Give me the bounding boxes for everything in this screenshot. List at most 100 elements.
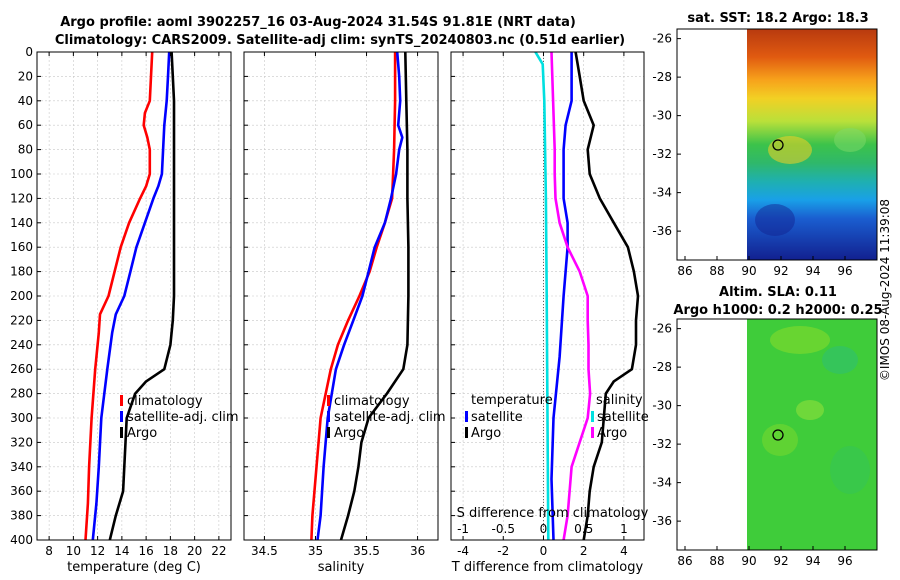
- difference-legend-label: satellite: [597, 410, 649, 425]
- sla_map-ytick-label: -28: [652, 360, 672, 374]
- sla_map-xtick-label: 88: [709, 554, 724, 568]
- difference-line-salinity-satellite: [534, 52, 550, 540]
- main-title-line1: Argo profile: aoml 3902257_16 03-Aug-202…: [60, 15, 576, 30]
- salinity-panel: 34.5 35 35.5 36 salinity climatologysatellite…: [243, 51, 446, 575]
- difference-line-temperature-satellite: [550, 52, 573, 540]
- sst_map-ytick-label: -36: [652, 224, 672, 238]
- temperature-xtick-label: 16: [138, 544, 153, 558]
- depth-tick-label: 80: [18, 143, 33, 157]
- difference-panel: -4 -2 0 2 4 T difference from climatology S di…: [450, 51, 649, 575]
- sst_map-xtick-label: 92: [773, 264, 788, 278]
- sla_map-xtick-label: 94: [805, 554, 820, 568]
- sst-map-panel: 86 88 90 92 94 96 -26 -28 -30 -32 -34 -36: [652, 28, 878, 278]
- depth-tick-label: 340: [10, 460, 33, 474]
- difference-xtick-label: -2: [497, 544, 509, 558]
- sla-argo-marker: [772, 429, 784, 441]
- sst-warm-eddy: [768, 136, 812, 164]
- temperature-panel: 8 10 12 14 16 18 20 22 temperature (deg C) 0 20 40 6…: [10, 45, 239, 575]
- salinity-xtick-label: 36: [410, 544, 425, 558]
- sst-argo-marker: [772, 139, 784, 151]
- sst-cold-eddy: [755, 204, 795, 236]
- depth-tick-label: 180: [10, 265, 33, 279]
- sst-map-title: sat. SST: 18.2 Argo: 18.3: [687, 11, 868, 26]
- depth-tick-label: 120: [10, 191, 33, 205]
- depth-tick-label: 360: [10, 484, 33, 498]
- sst-green-blob: [834, 128, 866, 152]
- sst_map-ytick-label: -32: [652, 147, 672, 161]
- temperature-legend-label: Argo: [127, 426, 157, 441]
- difference-top-tick-label: 0: [540, 522, 548, 536]
- depth-tick-label: 300: [10, 411, 33, 425]
- difference-line-temperature-argo: [574, 52, 640, 540]
- sst_map-xtick-label: 88: [709, 264, 724, 278]
- sla-map-title-line2: Argo h1000: 0.2 h2000: 0.25: [673, 303, 882, 318]
- depth-tick-label: 240: [10, 338, 33, 352]
- temperature-xtick-label: 22: [211, 544, 226, 558]
- difference-top-tick-label: 0.5: [574, 522, 593, 536]
- temperature-legend-swatch: [120, 395, 123, 406]
- temperature-legend-swatch: [120, 411, 123, 422]
- sla-blob-4: [830, 446, 870, 494]
- depth-tick-label: 40: [18, 94, 33, 108]
- temperature-line-satellite-adj-clim: [91, 52, 171, 540]
- temperature-grid: [37, 51, 231, 541]
- temperature-line-climatology: [84, 52, 154, 540]
- sla_map-ytick-label: -32: [652, 437, 672, 451]
- difference-line-salinity-argo: [550, 52, 592, 540]
- salinity-legend-swatch: [327, 411, 330, 422]
- salinity-legend-label: satellite-adj. clim: [334, 410, 446, 425]
- difference-legend-swatch: [465, 427, 468, 438]
- sla_map-xtick-label: 96: [837, 554, 852, 568]
- sla_map-xtick-label: 86: [677, 554, 692, 568]
- difference-xtick-label: 0: [540, 544, 548, 558]
- sla_map-ytick-label: -30: [652, 399, 672, 413]
- sst_map-xtick-label: 94: [805, 264, 820, 278]
- temperature-line-argo: [108, 52, 176, 540]
- temperature-xtick-label: 20: [187, 544, 202, 558]
- difference-xtick-label: 4: [620, 544, 628, 558]
- temperature-xtick-label: 18: [163, 544, 178, 558]
- salinity-xlabel: salinity: [318, 560, 365, 575]
- imos-credit-text: ©IMOS 08-Aug-2024 11:39:08: [878, 198, 892, 382]
- temperature-legend-label: climatology: [127, 394, 203, 409]
- salinity-legend-swatch: [327, 395, 330, 406]
- salinity-legend-swatch: [327, 427, 330, 438]
- difference-xtick-label: -4: [457, 544, 469, 558]
- difference-top-tick-label: -1: [457, 522, 469, 536]
- salinity-legend-label: Argo: [334, 426, 364, 441]
- sla_map-xtick-label: 90: [741, 554, 756, 568]
- depth-tick-label: 220: [10, 313, 33, 327]
- depth-tick-label: 200: [10, 289, 33, 303]
- sla_map-ytick-label: -34: [652, 476, 672, 490]
- difference-series: [534, 52, 640, 540]
- sla-map-title-line1: Altim. SLA: 0.11: [719, 285, 837, 300]
- difference-legend-swatch: [591, 427, 594, 438]
- depth-tick-label: 160: [10, 240, 33, 254]
- difference-legend-label: Argo: [471, 426, 501, 441]
- sst_map-xtick-label: 86: [677, 264, 692, 278]
- sst_map-ytick-label: -26: [652, 32, 672, 46]
- sla-blob-2: [822, 346, 858, 374]
- sla_map-ytick-label: -36: [652, 514, 672, 528]
- salinity-legend-label: climatology: [334, 394, 410, 409]
- salinity-xtick-label: 34.5: [251, 544, 278, 558]
- sst_map-xtick-label: 96: [837, 264, 852, 278]
- sst_map-ytick-label: -34: [652, 186, 672, 200]
- depth-tick-label: 280: [10, 387, 33, 401]
- difference-legend-label: Argo: [597, 426, 627, 441]
- sla_map-ytick-label: -26: [652, 322, 672, 336]
- temperature-xlabel: temperature (deg C): [67, 560, 201, 575]
- sst_map-ytick-label: -28: [652, 70, 672, 84]
- sst_map-ytick-label: -30: [652, 109, 672, 123]
- temperature-xtick-label: 8: [45, 544, 53, 558]
- depth-tick-label: 60: [18, 118, 33, 132]
- difference-legend-swatch: [465, 411, 468, 422]
- salinity-line-argo: [339, 52, 410, 540]
- sla-map-panel: 86 88 90 92 94 96 -26 -28 -30 -32 -34 -36: [652, 318, 878, 568]
- depth-tick-label: 380: [10, 509, 33, 523]
- difference-xlabel: T difference from climatology: [451, 560, 644, 575]
- depth-tick-label: 400: [10, 533, 33, 547]
- temperature-legend-swatch: [120, 427, 123, 438]
- difference-legend-heading-right: salinity: [596, 393, 643, 408]
